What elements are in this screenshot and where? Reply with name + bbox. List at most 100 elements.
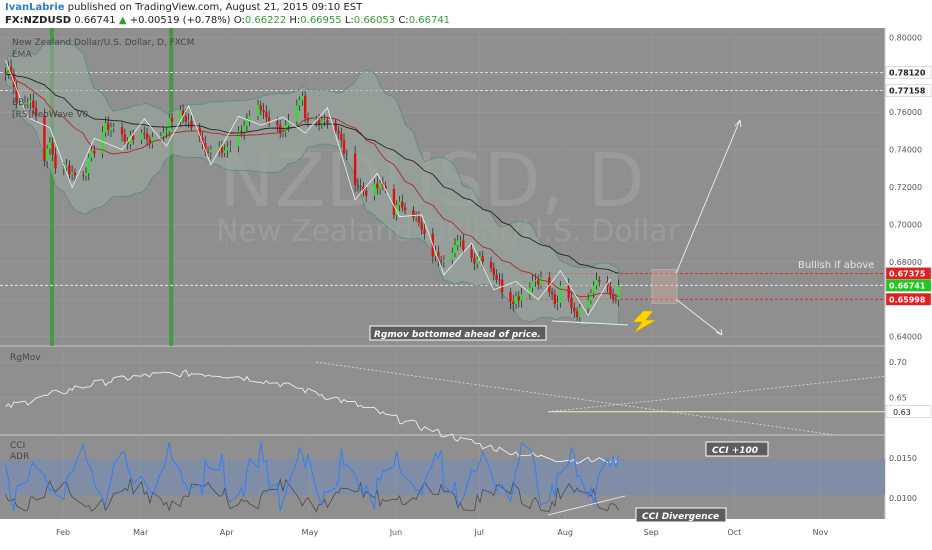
cci100-annotation: CCI +100 — [712, 446, 758, 456]
candle-body — [184, 116, 188, 122]
candle-body — [256, 105, 260, 116]
rgmov-trendline-up — [547, 375, 886, 413]
neowave-zigzag — [5, 59, 611, 317]
candle-body — [378, 183, 382, 189]
candle-body — [520, 294, 523, 301]
time-tick-label: Jun — [389, 528, 403, 537]
candle-body — [34, 107, 38, 116]
candle-body — [609, 286, 612, 294]
candle-body — [614, 299, 618, 301]
candle-body — [15, 87, 18, 103]
candle-body — [101, 132, 104, 154]
price-tick-label: 0.74000 — [889, 146, 922, 155]
candle-body — [500, 279, 504, 293]
candle-body — [414, 216, 418, 218]
open-label: O: — [233, 15, 245, 26]
candle-body — [298, 100, 301, 106]
cci-tick-label: 0.0150 — [889, 454, 917, 463]
candle-body — [575, 311, 579, 317]
author-name[interactable]: IvanLabrie — [5, 2, 65, 13]
bearish-projection-arrow — [675, 298, 723, 336]
candle-body — [573, 307, 576, 312]
candle-body — [240, 131, 243, 133]
time-tick-label: Oct — [727, 528, 741, 537]
candle-body — [259, 105, 262, 111]
candle-body — [245, 119, 249, 126]
candle-body — [475, 259, 479, 264]
candle-body — [459, 240, 462, 242]
time-tick-label: Jul — [473, 528, 484, 537]
candle-body — [303, 95, 307, 119]
candle-body — [140, 133, 143, 140]
candle-body — [586, 300, 590, 308]
candle-body — [54, 154, 57, 169]
price-tag-box — [885, 66, 932, 79]
candle-body — [553, 294, 557, 305]
adr-line — [5, 477, 620, 513]
cci-panel-title: CCI — [10, 441, 25, 451]
candle-body — [109, 127, 113, 131]
price-tick-label: 0.72000 — [889, 183, 922, 192]
candle-body — [223, 150, 226, 153]
candle-body — [395, 205, 398, 216]
candle-body — [537, 280, 540, 285]
candle-body — [51, 142, 54, 155]
cci-line — [4, 441, 620, 511]
candle-body — [287, 121, 290, 126]
cci-divergence-line — [547, 495, 626, 516]
candle-body — [403, 207, 407, 211]
candle-body — [420, 222, 423, 230]
candle-body — [470, 249, 473, 259]
candle-body — [437, 252, 440, 261]
candle-body — [126, 141, 129, 145]
candle-body — [206, 151, 210, 153]
candle-body — [359, 185, 362, 187]
candle-body — [26, 102, 29, 104]
candle-body — [106, 123, 110, 131]
price-tag-box — [885, 279, 932, 292]
candle-body — [73, 172, 77, 176]
chart-canvas[interactable]: NZDUSD, D New Zealand Dollar/U.S. Dollar… — [0, 28, 932, 550]
price-tick-label: 0.80000 — [889, 33, 922, 42]
close-label: C: — [398, 15, 409, 26]
close-value: 0.66741 — [408, 15, 451, 26]
rgmov-panel-title: RgMov — [10, 353, 41, 363]
candle-body — [65, 165, 68, 168]
candle-body — [453, 245, 457, 253]
candle-body — [398, 201, 401, 206]
candle-body — [143, 133, 146, 135]
candle-body — [120, 127, 124, 135]
candle-body — [595, 279, 598, 286]
open-value: 0.66222 — [244, 15, 287, 26]
price-tick-label: 0.70000 — [889, 220, 922, 229]
price-tick-label: 0.76000 — [889, 108, 922, 117]
candle-body — [373, 183, 376, 196]
candle-body — [181, 110, 185, 117]
candle-body — [151, 136, 154, 144]
candle-body — [179, 110, 182, 122]
indicator-panels — [0, 361, 886, 516]
candle-body — [131, 135, 135, 140]
adr-panel-title: ADR — [10, 452, 29, 462]
candle-body — [123, 134, 127, 142]
candle-body — [481, 256, 484, 262]
arrowhead — [715, 328, 723, 336]
candle-body — [159, 135, 163, 137]
candle-body — [531, 281, 534, 288]
candle-body — [439, 260, 443, 262]
candle-body — [498, 279, 501, 281]
candle-body — [262, 110, 265, 113]
candle-body — [82, 175, 85, 177]
candle-body — [423, 229, 426, 234]
candle-body — [209, 149, 213, 153]
chart-header: IvanLabrie published on TradingView.com,… — [0, 0, 932, 28]
candle-body — [68, 165, 71, 175]
price-tag-label: 0.77158 — [889, 87, 926, 96]
highlight-zone — [49, 28, 54, 346]
candle-body — [198, 127, 201, 139]
candle-body — [550, 291, 554, 295]
candle-body — [237, 131, 240, 147]
candle-body — [528, 287, 532, 295]
indicator-label-neowave: [RS]NeoWave V0 — [12, 110, 88, 120]
time-tick-label: Mar — [133, 528, 149, 537]
